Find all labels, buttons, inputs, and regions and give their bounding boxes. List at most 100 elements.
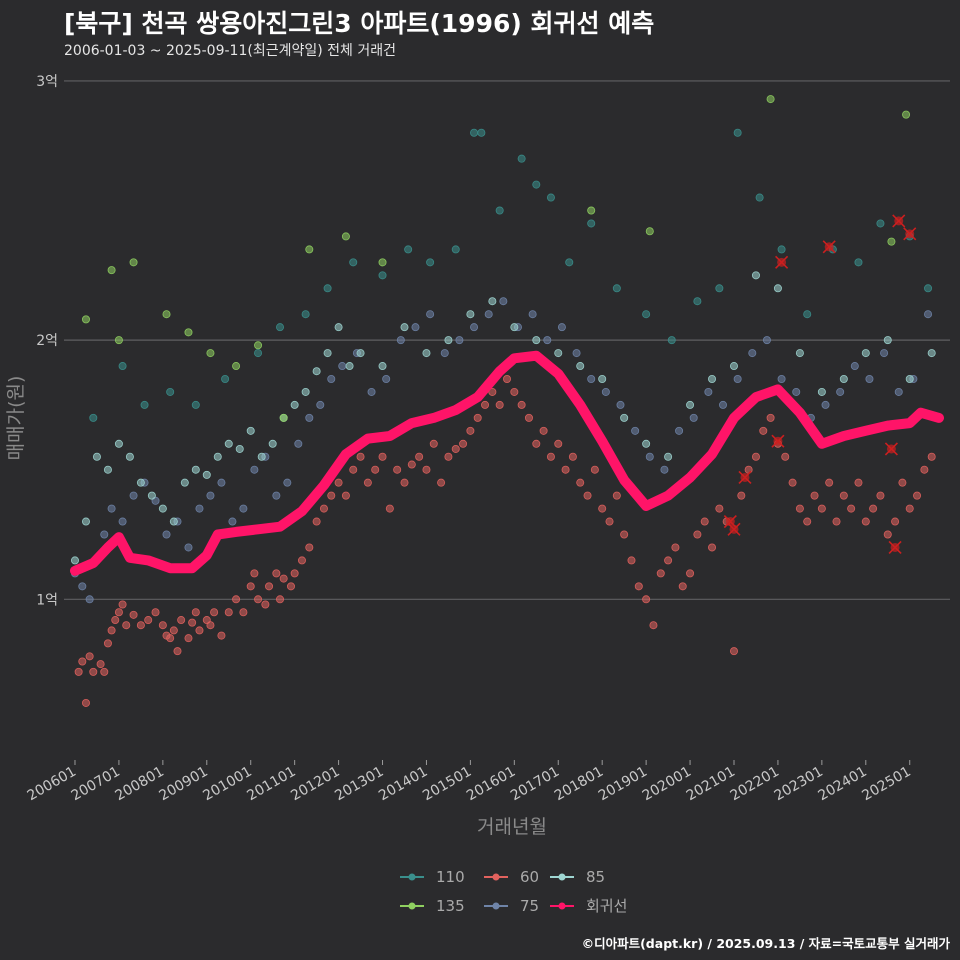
point-60 xyxy=(913,491,922,500)
point-135 xyxy=(902,110,911,119)
point-60 xyxy=(869,504,878,513)
point-60 xyxy=(700,517,709,526)
point-110 xyxy=(301,310,310,319)
x-tick-label: 202101 xyxy=(684,764,738,805)
point-60 xyxy=(407,460,416,469)
point-75 xyxy=(195,504,204,513)
point-60 xyxy=(158,621,167,630)
point-75 xyxy=(543,336,552,345)
point-85 xyxy=(169,517,178,526)
point-75 xyxy=(206,491,215,500)
x-tick-label: 202001 xyxy=(640,764,694,805)
point-110 xyxy=(854,258,863,267)
point-135 xyxy=(81,315,90,324)
point-110 xyxy=(254,349,263,358)
point-60 xyxy=(539,426,548,435)
x-tick-label: 201001 xyxy=(200,764,254,805)
point-85 xyxy=(444,336,453,345)
point-75 xyxy=(107,504,116,513)
point-60 xyxy=(261,600,270,609)
x-tick-label: 201901 xyxy=(596,764,650,805)
point-85 xyxy=(795,349,804,358)
point-60 xyxy=(678,582,687,591)
point-110 xyxy=(693,297,702,306)
legend-label: 60 xyxy=(520,868,539,886)
point-85 xyxy=(345,362,354,371)
point-110 xyxy=(166,387,175,396)
point-60 xyxy=(206,621,215,630)
point-75 xyxy=(748,349,757,358)
point-85 xyxy=(213,452,222,461)
point-60 xyxy=(371,465,380,474)
point-75 xyxy=(836,387,845,396)
point-135 xyxy=(341,232,350,241)
point-85 xyxy=(686,400,695,409)
point-60 xyxy=(532,439,541,448)
point-75 xyxy=(78,582,87,591)
point-75 xyxy=(85,595,94,604)
point-60 xyxy=(265,582,274,591)
point-75 xyxy=(645,452,654,461)
point-60 xyxy=(715,504,724,513)
point-110 xyxy=(451,245,460,254)
point-85 xyxy=(290,400,299,409)
point-60 xyxy=(166,634,175,643)
point-85 xyxy=(235,444,244,453)
point-75 xyxy=(250,465,259,474)
point-60 xyxy=(224,608,233,617)
data-points xyxy=(70,95,936,707)
point-110 xyxy=(715,284,724,293)
point-75 xyxy=(499,297,508,306)
legend-item-85: 85 xyxy=(550,868,605,886)
point-75 xyxy=(880,349,889,358)
point-75 xyxy=(821,400,830,409)
point-75 xyxy=(865,374,874,383)
point-60 xyxy=(286,582,295,591)
highlight-marker xyxy=(903,227,917,241)
point-110 xyxy=(378,271,387,280)
point-85 xyxy=(257,452,266,461)
point-75 xyxy=(484,310,493,319)
point-110 xyxy=(89,413,98,422)
point-110 xyxy=(777,245,786,254)
point-85 xyxy=(466,310,475,319)
point-75 xyxy=(426,310,435,319)
point-85 xyxy=(664,452,673,461)
x-tick-label: 201401 xyxy=(376,764,430,805)
point-85 xyxy=(268,439,277,448)
point-110 xyxy=(426,258,435,267)
x-tick-label: 200601 xyxy=(25,764,79,805)
point-60 xyxy=(114,608,123,617)
x-axis-title: 거래년월 xyxy=(477,816,547,838)
legend-item-75: 75 xyxy=(484,897,539,915)
x-tick-label: 202201 xyxy=(728,764,782,805)
point-60 xyxy=(327,491,336,500)
point-85 xyxy=(510,323,519,332)
point-110 xyxy=(532,180,541,189)
point-60 xyxy=(78,657,87,666)
point-60 xyxy=(356,452,365,461)
point-60 xyxy=(620,530,629,539)
point-110 xyxy=(323,284,332,293)
point-60 xyxy=(649,621,658,630)
point-135 xyxy=(766,95,775,104)
point-85 xyxy=(301,387,310,396)
point-60 xyxy=(751,452,760,461)
point-85 xyxy=(147,491,156,500)
point-60 xyxy=(444,452,453,461)
point-60 xyxy=(385,504,394,513)
point-60 xyxy=(415,452,424,461)
point-75 xyxy=(733,374,742,383)
point-60 xyxy=(276,595,285,604)
y-tick-label: 2억 xyxy=(36,333,58,349)
point-60 xyxy=(279,574,288,583)
point-60 xyxy=(642,595,651,604)
point-135 xyxy=(587,206,596,215)
y-axis-ticks: 1억 2억 3억 xyxy=(36,74,58,608)
point-75 xyxy=(217,478,226,487)
point-75 xyxy=(792,387,801,396)
x-tick-label: 200801 xyxy=(113,764,167,805)
point-60 xyxy=(232,595,241,604)
point-75 xyxy=(411,323,420,332)
point-60 xyxy=(334,478,343,487)
